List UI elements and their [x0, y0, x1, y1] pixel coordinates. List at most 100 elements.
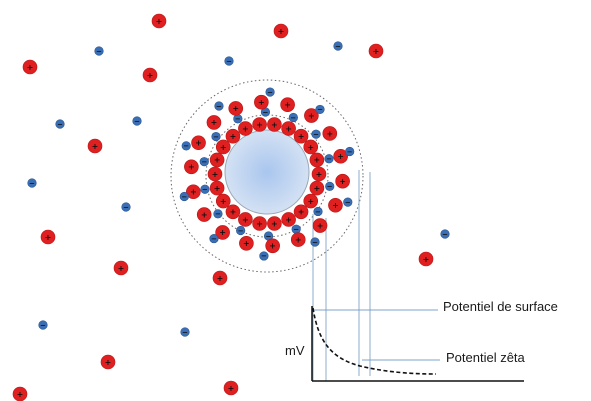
cation-icon: + [225, 204, 241, 220]
anion-icon: − [132, 116, 142, 126]
potential-decay-curve [312, 307, 437, 375]
svg-text:+: + [92, 142, 99, 151]
svg-text:+: + [232, 104, 239, 113]
cation-icon: + [12, 386, 28, 401]
cation-icon: + [335, 173, 350, 189]
cation-icon: + [273, 23, 289, 39]
cation-icon: + [281, 121, 296, 136]
svg-text:+: + [195, 139, 202, 148]
anion-icon: − [265, 87, 275, 97]
svg-text:+: + [105, 358, 112, 367]
svg-text:+: + [212, 170, 219, 179]
y-axis-label: mV [285, 343, 305, 358]
cation-icon: + [311, 166, 327, 182]
svg-text:+: + [220, 197, 227, 206]
anion-icon: − [291, 224, 301, 234]
cation-icon: + [280, 97, 295, 112]
svg-text:−: − [266, 232, 272, 240]
svg-text:+: + [298, 208, 305, 217]
cation-icon: + [267, 216, 282, 231]
cation-icon: + [312, 218, 328, 233]
svg-text:+: + [17, 390, 24, 399]
svg-text:+: + [295, 235, 302, 244]
cation-icon: + [238, 121, 253, 136]
cation-icon: + [290, 232, 306, 247]
svg-text:−: − [327, 183, 333, 191]
cation-icon: + [40, 229, 56, 245]
cation-icon: + [142, 67, 158, 83]
anion-icon: − [313, 206, 323, 217]
svg-text:+: + [258, 98, 265, 107]
svg-text:+: + [27, 63, 34, 72]
anion-icon: − [121, 202, 131, 212]
svg-text:−: − [57, 120, 63, 128]
anion-icon: − [180, 327, 190, 337]
svg-text:+: + [228, 384, 235, 393]
svg-text:+: + [188, 163, 195, 172]
svg-text:−: − [442, 230, 448, 238]
cation-icon: + [303, 193, 319, 209]
svg-text:+: + [230, 132, 237, 141]
anion-icon: − [440, 229, 450, 239]
cation-icon: + [215, 193, 231, 209]
svg-text:+: + [298, 132, 305, 141]
svg-text:+: + [45, 233, 52, 242]
svg-text:−: − [202, 186, 208, 194]
svg-text:−: − [216, 102, 222, 110]
anion-icon: − [94, 46, 104, 56]
anion-icon: − [233, 114, 243, 124]
svg-text:+: + [211, 118, 218, 127]
anion-icon: − [333, 41, 343, 51]
cation-icon: + [206, 115, 222, 130]
potential-graph: mV Potentiel de surface Potentiel zêta [285, 299, 558, 382]
cation-icon: + [239, 236, 254, 251]
svg-text:−: − [201, 158, 207, 166]
cation-icon: + [209, 180, 225, 196]
svg-text:−: − [326, 155, 332, 163]
cation-icon: + [293, 128, 309, 144]
svg-text:−: − [181, 193, 187, 201]
cation-icon: + [328, 197, 343, 213]
svg-text:+: + [243, 239, 250, 248]
cation-icon: + [333, 148, 348, 164]
svg-text:−: − [293, 225, 299, 233]
anion-icon: − [211, 131, 221, 142]
cation-icon: + [265, 238, 280, 254]
svg-text:+: + [326, 129, 333, 138]
svg-text:+: + [242, 215, 249, 224]
cation-icon: + [418, 251, 434, 267]
anion-icon: − [345, 146, 355, 157]
svg-text:+: + [278, 27, 285, 36]
ion-layer: +++++++++++++−−−− −−−−−−++++++++++++++++ +… [12, 13, 450, 401]
cation-icon: + [238, 212, 253, 227]
svg-text:+: + [118, 264, 125, 273]
colloid-particle [224, 129, 310, 215]
cation-icon: + [252, 117, 267, 132]
svg-text:−: − [213, 133, 219, 141]
anion-icon: − [27, 178, 37, 188]
anion-icon: − [343, 197, 353, 207]
svg-text:−: − [261, 252, 267, 260]
cation-icon: + [228, 101, 244, 116]
svg-text:−: − [238, 227, 244, 235]
svg-text:+: + [256, 120, 263, 129]
anion-icon: − [181, 141, 191, 151]
svg-text:+: + [285, 124, 292, 133]
anion-icon: − [325, 181, 335, 191]
svg-text:+: + [307, 197, 314, 206]
anion-icon: − [214, 101, 224, 111]
svg-text:−: − [96, 47, 102, 55]
cation-icon: + [215, 139, 231, 155]
cation-icon: + [223, 380, 239, 396]
cation-icon: + [303, 139, 319, 155]
cation-icon: + [252, 216, 267, 231]
svg-text:+: + [269, 242, 276, 251]
anion-icon: − [236, 225, 246, 236]
svg-text:−: − [226, 57, 232, 65]
anion-icon: − [209, 233, 219, 244]
svg-text:+: + [190, 188, 197, 197]
svg-text:+: + [314, 184, 321, 193]
svg-text:−: − [29, 179, 35, 187]
svg-text:−: − [40, 321, 46, 329]
